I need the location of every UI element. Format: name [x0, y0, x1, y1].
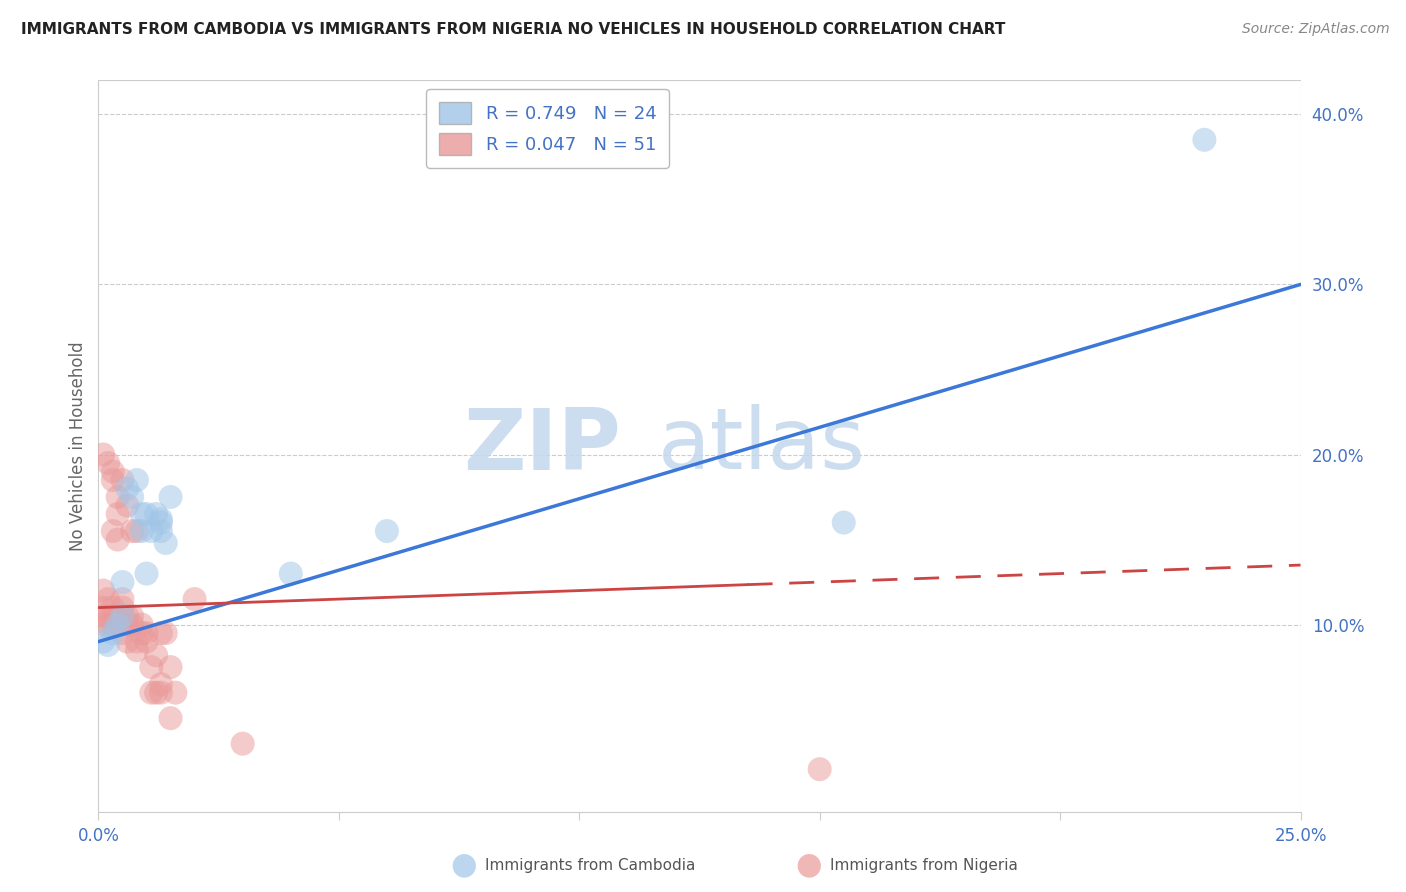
Point — [131, 507, 153, 521]
Point — [97, 456, 120, 470]
Point — [145, 507, 167, 521]
Point — [159, 711, 181, 725]
Point — [135, 634, 157, 648]
Point — [107, 533, 129, 547]
Point — [141, 686, 163, 700]
Text: Source: ZipAtlas.com: Source: ZipAtlas.com — [1241, 22, 1389, 37]
Point — [117, 634, 139, 648]
Point — [149, 524, 172, 538]
Point — [91, 634, 114, 648]
Point — [141, 660, 163, 674]
Text: ZIP: ZIP — [464, 404, 621, 488]
Point — [107, 507, 129, 521]
Point — [135, 566, 157, 581]
Point — [97, 609, 120, 624]
Point — [375, 524, 398, 538]
Point — [121, 617, 143, 632]
Point — [141, 524, 163, 538]
Point — [111, 575, 134, 590]
Point — [111, 592, 134, 607]
Point — [111, 626, 134, 640]
Point — [155, 536, 177, 550]
Point — [149, 512, 172, 526]
Point — [91, 600, 114, 615]
Point — [149, 516, 172, 530]
Point — [111, 609, 134, 624]
Point — [183, 592, 205, 607]
Point — [149, 626, 172, 640]
Point — [101, 473, 124, 487]
Y-axis label: No Vehicles in Household: No Vehicles in Household — [69, 341, 87, 551]
Point — [107, 617, 129, 632]
Point — [1194, 133, 1216, 147]
Point — [125, 634, 148, 648]
Point — [101, 626, 124, 640]
Point — [117, 609, 139, 624]
Point — [155, 626, 177, 640]
Point — [145, 686, 167, 700]
Legend: R = 0.749   N = 24, R = 0.047   N = 51: R = 0.749 N = 24, R = 0.047 N = 51 — [426, 89, 669, 168]
Point — [91, 617, 114, 632]
Text: atlas: atlas — [658, 404, 866, 488]
Point — [111, 600, 134, 615]
Point — [125, 473, 148, 487]
Point — [131, 626, 153, 640]
Point — [125, 524, 148, 538]
Point — [121, 490, 143, 504]
Point — [145, 648, 167, 663]
Point — [91, 609, 114, 624]
Text: IMMIGRANTS FROM CAMBODIA VS IMMIGRANTS FROM NIGERIA NO VEHICLES IN HOUSEHOLD COR: IMMIGRANTS FROM CAMBODIA VS IMMIGRANTS F… — [21, 22, 1005, 37]
Point — [131, 617, 153, 632]
Point — [117, 499, 139, 513]
Point — [101, 524, 124, 538]
Point — [101, 617, 124, 632]
Point — [232, 737, 254, 751]
Text: Immigrants from Cambodia: Immigrants from Cambodia — [485, 858, 696, 872]
Point — [111, 609, 134, 624]
Point — [97, 617, 120, 632]
Point — [101, 465, 124, 479]
Point — [117, 482, 139, 496]
Point — [832, 516, 855, 530]
Point — [107, 617, 129, 632]
Point — [135, 626, 157, 640]
Point — [159, 490, 181, 504]
Point — [107, 490, 129, 504]
Point — [131, 524, 153, 538]
Point — [165, 686, 187, 700]
Text: ●: ● — [451, 851, 477, 880]
Point — [280, 566, 302, 581]
Point — [97, 638, 120, 652]
Point — [117, 617, 139, 632]
Text: Immigrants from Nigeria: Immigrants from Nigeria — [830, 858, 1018, 872]
Text: ●: ● — [796, 851, 821, 880]
Point — [808, 762, 831, 776]
Point — [121, 524, 143, 538]
Point — [101, 600, 124, 615]
Point — [91, 448, 114, 462]
Point — [159, 660, 181, 674]
Point — [121, 609, 143, 624]
Point — [97, 592, 120, 607]
Point — [149, 677, 172, 691]
Point — [149, 686, 172, 700]
Point — [91, 583, 114, 598]
Point — [125, 643, 148, 657]
Point — [111, 473, 134, 487]
Point — [135, 507, 157, 521]
